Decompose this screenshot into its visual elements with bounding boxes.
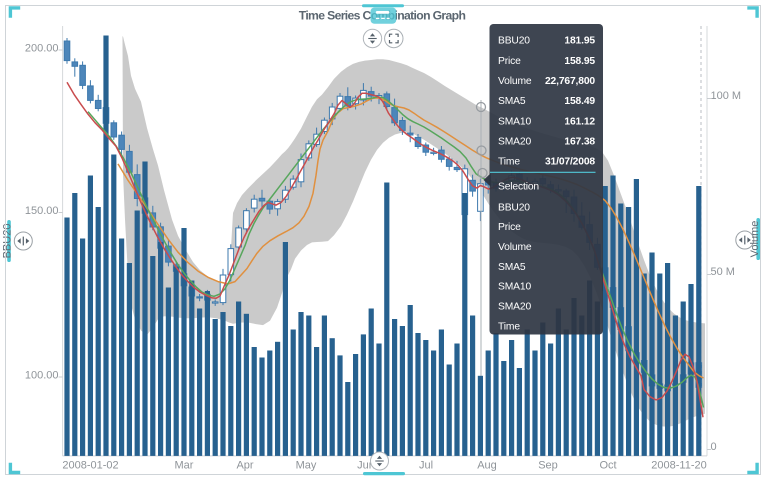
svg-text:200.00: 200.00	[25, 42, 59, 54]
svg-text:BBU20: BBU20	[2, 224, 14, 259]
svg-text:161.12: 161.12	[564, 116, 595, 127]
svg-text:100 M: 100 M	[711, 90, 742, 102]
svg-text:SMA10: SMA10	[498, 116, 531, 127]
svg-text:Time: Time	[498, 321, 520, 332]
svg-text:May: May	[296, 460, 317, 472]
svg-text:Sep: Sep	[538, 460, 558, 472]
svg-text:Price: Price	[498, 222, 521, 233]
svg-text:Price: Price	[498, 56, 521, 67]
svg-text:2008-11-20: 2008-11-20	[651, 460, 706, 472]
svg-text:150.00: 150.00	[25, 205, 59, 217]
svg-text:Mar: Mar	[175, 460, 194, 472]
svg-text:SMA5: SMA5	[498, 262, 526, 273]
svg-text:50 M: 50 M	[711, 266, 735, 278]
svg-text:SMA5: SMA5	[498, 96, 526, 107]
svg-text:158.95: 158.95	[564, 56, 595, 67]
svg-text:SMA20: SMA20	[498, 302, 531, 313]
svg-text:0: 0	[711, 441, 717, 453]
svg-text:Apr: Apr	[236, 460, 253, 472]
svg-text:Selection: Selection	[498, 182, 539, 193]
svg-text:Jul: Jul	[419, 460, 433, 472]
svg-text:31/07/2008: 31/07/2008	[545, 157, 595, 168]
svg-text:Aug: Aug	[477, 460, 497, 472]
svg-text:BBU20: BBU20	[498, 202, 530, 213]
svg-text:Oct: Oct	[599, 460, 616, 472]
svg-text:Time: Time	[498, 157, 520, 168]
svg-text:2008-01-02: 2008-01-02	[62, 460, 118, 472]
svg-text:181.95: 181.95	[564, 36, 595, 47]
svg-text:SMA20: SMA20	[498, 136, 531, 147]
svg-text:100.00: 100.00	[25, 369, 59, 381]
svg-text:Volume: Volume	[498, 242, 532, 253]
svg-text:SMA10: SMA10	[498, 282, 531, 293]
svg-text:BBU20: BBU20	[498, 36, 530, 47]
svg-text:158.49: 158.49	[564, 96, 595, 107]
svg-text:Volume: Volume	[749, 221, 761, 258]
svg-text:167.38: 167.38	[564, 136, 595, 147]
svg-text:Volume: Volume	[498, 76, 532, 87]
svg-text:22,767,800: 22,767,800	[545, 76, 595, 87]
